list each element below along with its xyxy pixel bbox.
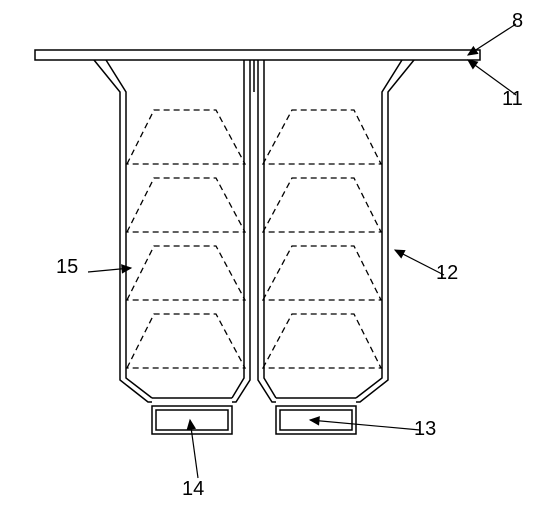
callout-13: 13 — [414, 418, 436, 441]
callout-14: 14 — [182, 478, 204, 501]
callout-11: 11 — [502, 88, 523, 111]
callout-12: 12 — [436, 262, 458, 285]
callout-8: 8 — [512, 10, 523, 33]
callout-15: 15 — [56, 256, 78, 279]
technical-diagram — [0, 0, 540, 519]
